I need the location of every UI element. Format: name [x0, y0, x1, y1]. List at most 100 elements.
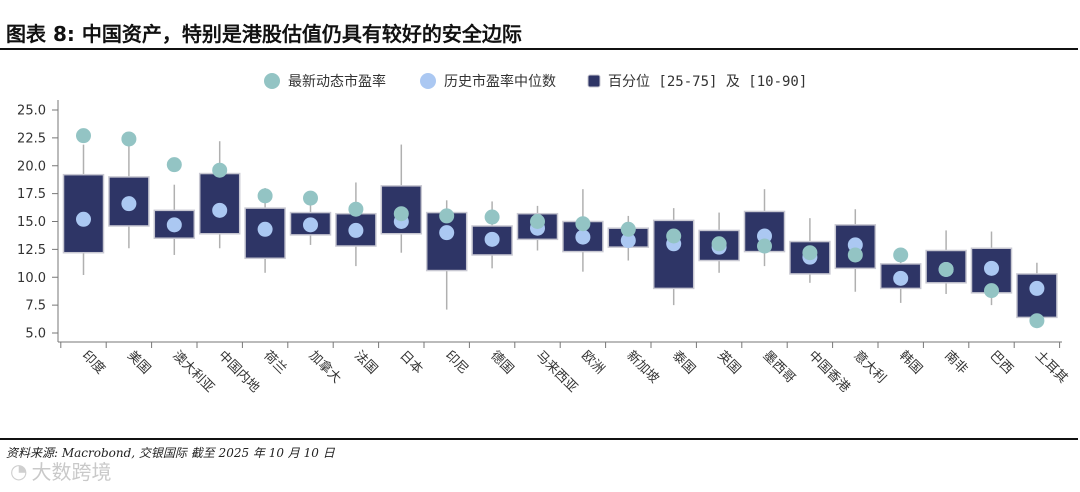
- legend-box-marker: [587, 74, 601, 88]
- legend-box-label: 百分位 [25-75] 及 [10-90]: [608, 74, 807, 90]
- category-group: [789, 218, 831, 283]
- latest-point: [620, 221, 636, 237]
- median-point: [257, 221, 273, 237]
- y-tick-label: 10.0: [17, 271, 46, 286]
- watermark-logo-icon: ◔: [10, 458, 28, 483]
- y-axis-ticks: 25.0 22.5 20.0 17.5 15.0 12.5 10.0 7.5 5.0: [17, 104, 58, 342]
- median-point: [620, 232, 636, 248]
- legend-latest-label: 最新动态市盈率: [288, 73, 386, 90]
- source-note: 资料来源: Macrobond, 交银国际 截至 2025 年 10 月 10 …: [6, 446, 335, 460]
- category-group: [652, 208, 695, 306]
- latest-point: [938, 261, 954, 277]
- y-tick-label: 15.0: [17, 215, 46, 230]
- latest-point: [121, 131, 137, 147]
- latest-point: [984, 283, 999, 299]
- latest-point: [257, 188, 273, 204]
- median-point: [484, 231, 500, 247]
- category-group: [698, 212, 740, 273]
- category-label: 澳大利亚: [169, 348, 217, 396]
- category-label: 英国: [714, 348, 743, 377]
- latest-point: [575, 216, 591, 232]
- median-point: [984, 260, 999, 276]
- category-group: [289, 190, 332, 245]
- category-label: 巴西: [987, 348, 1016, 377]
- category-group: [970, 231, 1013, 306]
- title-divider: [0, 48, 1078, 50]
- y-tick-label: 17.5: [17, 187, 46, 202]
- latest-point: [212, 162, 228, 178]
- category-group: [108, 131, 150, 249]
- category-group: [562, 189, 604, 272]
- median-point: [348, 222, 364, 238]
- latest-point: [666, 228, 682, 244]
- median-point: [121, 196, 137, 212]
- category-label: 新加坡: [623, 348, 662, 387]
- median-point: [303, 217, 318, 233]
- latest-point: [76, 128, 91, 144]
- median-point: [575, 229, 591, 245]
- category-group: [925, 230, 967, 294]
- median-point: [439, 225, 455, 241]
- category-label: 印度: [79, 348, 109, 378]
- latest-point: [802, 245, 818, 261]
- latest-point: [439, 208, 455, 224]
- category-label: 法国: [351, 348, 380, 377]
- category-label: 印尼: [442, 348, 471, 377]
- legend-median-label: 历史市盈率中位数: [444, 73, 556, 90]
- median-point: [212, 202, 228, 218]
- latest-point: [530, 214, 545, 229]
- category-group: [153, 157, 196, 255]
- category-group: [516, 205, 559, 251]
- latest-point: [757, 238, 772, 254]
- category-label: 意大利: [850, 348, 889, 387]
- latest-point: [393, 206, 409, 222]
- legend-latest-marker: [264, 73, 280, 89]
- plot-area: [62, 128, 1058, 329]
- latest-point: [484, 209, 500, 225]
- category-label: 德国: [487, 348, 516, 377]
- median-point: [76, 211, 91, 227]
- y-tick-label: 5.0: [25, 327, 46, 342]
- category-group: [607, 215, 650, 261]
- category-label: 中国内地: [215, 348, 263, 396]
- category-label: 中国香港: [805, 348, 852, 395]
- chart-legend: 最新动态市盈率 历史市盈率中位数 百分位 [25-75] 及 [10-90]: [264, 73, 807, 90]
- watermark: ◔ 大数跨境: [10, 456, 111, 485]
- category-label: 墨西哥: [760, 348, 798, 386]
- category-label: 美国: [124, 348, 153, 377]
- median-point: [893, 270, 909, 286]
- legend-median-marker: [420, 73, 436, 89]
- latest-point: [166, 157, 182, 173]
- watermark-text: 大数跨境: [31, 460, 112, 484]
- category-group: [743, 189, 786, 267]
- y-tick-label: 7.5: [25, 299, 46, 314]
- category-label: 泰国: [669, 348, 698, 377]
- boxplot-chart: 最新动态市盈率 历史市盈率中位数 百分位 [25-75] 及 [10-90] 2…: [17, 73, 1070, 396]
- category-group: [198, 141, 241, 249]
- footer-divider: [0, 438, 1078, 440]
- latest-point: [893, 247, 909, 263]
- category-label: 马来西亚: [533, 348, 580, 395]
- category-group: [62, 128, 105, 276]
- iqr-box: [108, 176, 150, 227]
- category-label: 土耳其: [1032, 348, 1070, 386]
- category-label: 荷兰: [260, 348, 289, 377]
- y-tick-label: 20.0: [17, 159, 46, 174]
- median-point: [1029, 280, 1045, 296]
- category-group: [380, 144, 423, 253]
- latest-point: [847, 247, 863, 263]
- y-tick-label: 12.5: [17, 243, 46, 258]
- category-group: [1016, 262, 1058, 329]
- y-tick-label: 22.5: [17, 131, 46, 146]
- latest-point: [711, 236, 727, 252]
- latest-point: [348, 201, 364, 217]
- iqr-box: [925, 249, 967, 284]
- category-label: 欧洲: [578, 348, 607, 377]
- category-group: [834, 209, 877, 292]
- median-point: [166, 217, 182, 233]
- category-group: [335, 182, 377, 267]
- latest-point: [1029, 313, 1045, 329]
- page-title: 图表 8: 中国资产，特别是港股估值仍具有较好的安全边际: [6, 22, 522, 46]
- category-label: 日本: [396, 348, 425, 377]
